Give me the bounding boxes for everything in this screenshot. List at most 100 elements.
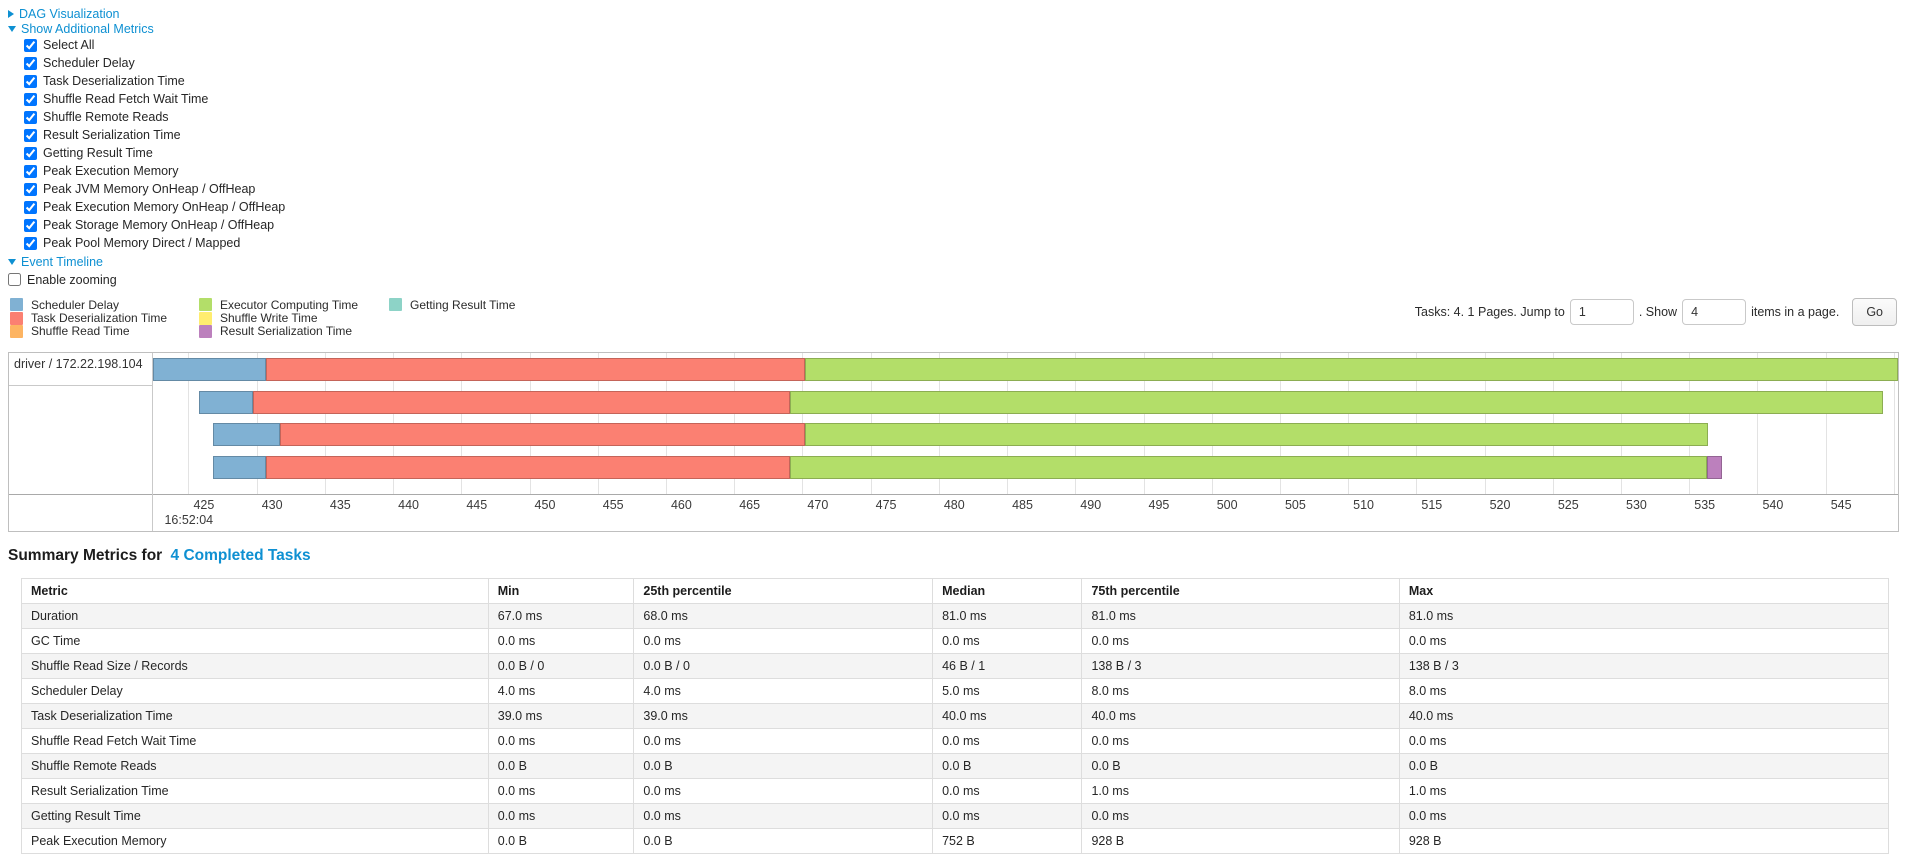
enable-zooming-row: Enable zooming <box>8 271 1899 288</box>
metric-name-cell: Result Serialization Time <box>21 778 489 804</box>
legend-item-label: Shuffle Write Time <box>220 311 318 326</box>
executor-computing-time-swatch-icon <box>199 298 212 312</box>
metric-checkbox[interactable] <box>24 128 37 142</box>
table-row: Task Deserialization Time 39.0 ms 39.0 ms 4… <box>21 703 1890 729</box>
metric-value-cell: 752 B <box>932 828 1083 854</box>
event-timeline-toggle[interactable]: Event Timeline <box>8 254 1899 269</box>
metric-checkbox-row: Select All <box>24 36 1899 54</box>
metric-checkbox[interactable] <box>24 92 37 106</box>
segment-task-deserialization-time[interactable] <box>266 358 806 381</box>
legend-item: Shuffle Write Time <box>199 311 389 326</box>
pagination-summary: Tasks: 4. 1 Pages. Jump to <box>1414 305 1565 319</box>
table-header-cell: Median <box>932 578 1083 604</box>
axis-tick-label: 450 <box>534 498 556 512</box>
metric-checkbox[interactable] <box>24 164 37 178</box>
metric-checkbox[interactable] <box>24 110 37 124</box>
metric-checkbox-row: Peak JVM Memory OnHeap / OffHeap <box>24 180 1899 198</box>
table-row: Shuffle Remote Reads 0.0 B 0.0 B 0.0 B 0.0 B… <box>21 753 1890 779</box>
getting-result-time-swatch-icon <box>389 298 402 312</box>
axis-tick-label: 540 <box>1762 498 1784 512</box>
metric-value-cell: 928 B <box>1081 828 1400 854</box>
metric-value-cell: 0.0 ms <box>932 778 1083 804</box>
metric-value-cell: 0.0 B <box>487 753 635 779</box>
metric-value-cell: 0.0 ms <box>1081 628 1400 654</box>
axis-tick-label: 430 <box>261 498 283 512</box>
metric-name-cell: Duration <box>21 603 489 629</box>
segment-scheduler-delay[interactable] <box>213 456 267 480</box>
task-deserialization-time-swatch-icon <box>10 311 23 325</box>
metric-checkbox[interactable] <box>24 56 37 70</box>
legend-column: Scheduler Delay Task Deserialization Time… <box>10 298 199 338</box>
segment-task-deserialization-time[interactable] <box>266 456 791 480</box>
metric-checkbox-row: Peak Storage Memory OnHeap / OffHeap <box>24 216 1899 234</box>
gridline <box>1825 353 1827 494</box>
timeline-legend: Scheduler Delay Task Deserialization Time… <box>10 298 1899 338</box>
completed-tasks-link: 4 Completed Tasks <box>170 547 311 564</box>
legend-item-label: Shuffle Read Time <box>31 324 130 339</box>
metric-checkbox-label: Peak JVM Memory OnHeap / OffHeap <box>43 182 256 196</box>
metric-value-cell: 0.0 B <box>633 828 934 854</box>
metric-name-cell: Peak Execution Memory <box>21 828 489 854</box>
metric-value-cell: 0.0 B <box>932 753 1083 779</box>
metric-value-cell: 8.0 ms <box>1398 678 1890 704</box>
axis-tick-label: 505 <box>1284 498 1306 512</box>
metric-value-cell: 0.0 ms <box>633 778 934 804</box>
metric-checkbox[interactable] <box>24 236 37 250</box>
metric-value-cell: 0.0 B / 0 <box>487 653 635 679</box>
segment-executor-computing-time[interactable] <box>805 423 1709 447</box>
metric-value-cell: 0.0 ms <box>633 728 934 754</box>
metric-value-cell: 0.0 B <box>633 753 934 779</box>
metric-checkbox-label: Result Serialization Time <box>43 128 181 142</box>
metric-checkbox[interactable] <box>24 74 37 88</box>
metric-checkbox-label: Getting Result Time <box>43 146 153 160</box>
segment-task-deserialization-time[interactable] <box>279 423 806 447</box>
task-pagination: Tasks: 4. 1 Pages. Jump to . Show items … <box>1410 298 1897 326</box>
gridline <box>1893 353 1895 494</box>
metric-value-cell: 0.0 ms <box>1398 628 1890 654</box>
metric-name-cell: Shuffle Read Size / Records <box>21 653 489 679</box>
go-button[interactable]: Go <box>1852 298 1897 326</box>
event-timeline-chart: driver / 172.22.198.104 425 16:52:04 430 43… <box>8 352 1899 532</box>
metric-checkbox[interactable] <box>24 182 37 196</box>
axis-tick-label: 515 <box>1421 498 1443 512</box>
segment-task-deserialization-time[interactable] <box>252 390 791 414</box>
metric-checkbox-label: Task Deserialization Time <box>43 74 185 88</box>
dag-visualization-toggle[interactable]: DAG Visualization <box>8 6 1899 21</box>
additional-metrics-toggle[interactable]: Show Additional Metrics <box>8 21 1899 36</box>
jump-to-input[interactable] <box>1569 299 1634 325</box>
segment-scheduler-delay[interactable] <box>199 390 253 414</box>
summary-metrics-table: Metric Min 25th percentile Median 75th perce… <box>21 578 1890 854</box>
legend-item: Executor Computing Time <box>199 298 389 312</box>
segment-result-serialization-time[interactable] <box>1706 456 1722 480</box>
segment-scheduler-delay[interactable] <box>213 423 280 447</box>
table-row: Shuffle Read Size / Records 0.0 B / 0 0.0 … <box>21 653 1890 679</box>
metric-value-cell: 0.0 ms <box>633 628 934 654</box>
metric-value-cell: 0.0 ms <box>487 778 635 804</box>
axis-tick-label: 495 <box>1148 498 1170 512</box>
metric-value-cell: 68.0 ms <box>633 603 934 629</box>
axis-tick-label: 535 <box>1694 498 1716 512</box>
metric-value-cell: 0.0 ms <box>487 803 635 829</box>
enable-zooming-checkbox[interactable] <box>8 273 21 286</box>
segment-executor-computing-time[interactable] <box>790 390 1883 414</box>
show-count-input[interactable] <box>1682 299 1747 325</box>
metric-checkbox[interactable] <box>24 218 37 232</box>
metric-value-cell: 4.0 ms <box>487 678 635 704</box>
metric-value-cell: 5.0 ms <box>932 678 1083 704</box>
legend-item: Task Deserialization Time <box>10 311 199 325</box>
legend-item: Scheduler Delay <box>10 298 199 312</box>
metric-checkbox[interactable] <box>24 38 37 52</box>
shuffle-read-time-swatch-icon <box>10 324 23 338</box>
metric-checkbox[interactable] <box>24 146 37 160</box>
summary-metrics-heading: Summary Metrics for 4 Completed Tasks <box>8 547 1899 565</box>
scheduler-delay-swatch-icon <box>10 298 23 312</box>
segment-executor-computing-time[interactable] <box>805 358 1898 381</box>
metric-checkbox[interactable] <box>24 200 37 214</box>
segment-scheduler-delay[interactable] <box>153 358 267 381</box>
task-row <box>153 423 1898 447</box>
segment-executor-computing-time[interactable] <box>790 456 1707 480</box>
metric-checkbox-label: Select All <box>43 38 95 52</box>
pagination-items-text: items in a page. <box>1751 305 1840 319</box>
legend-item-label: Result Serialization Time <box>220 324 353 339</box>
